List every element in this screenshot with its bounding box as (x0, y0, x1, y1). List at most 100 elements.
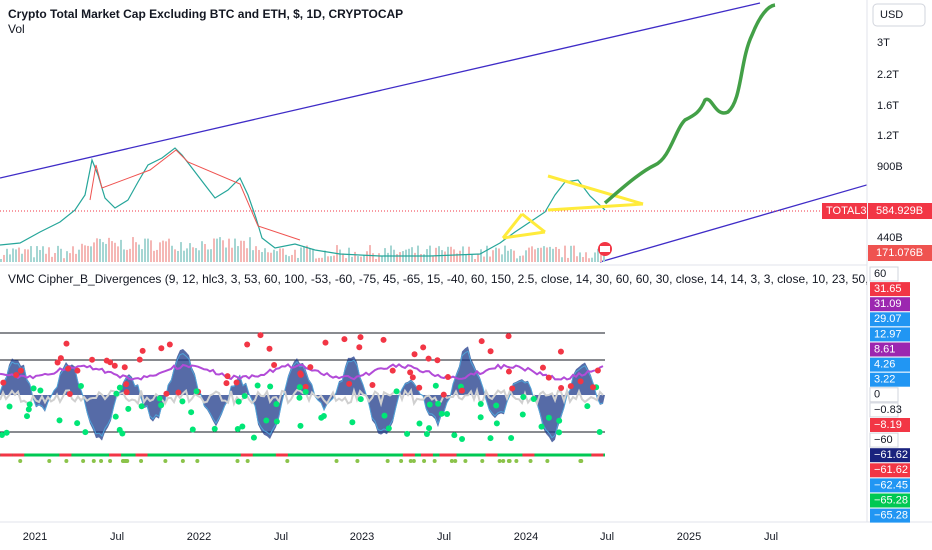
volume-bar (369, 245, 371, 262)
buy-dot (538, 423, 545, 430)
volume-bar (84, 245, 86, 262)
volume-bar (534, 249, 536, 262)
sell-dot (111, 362, 118, 369)
volume-bar (156, 249, 158, 262)
volume-bar (141, 249, 143, 262)
signal-dot (497, 459, 502, 463)
currency-label[interactable]: USD (880, 9, 903, 21)
volume-bar (378, 253, 380, 262)
volume-bar (117, 246, 119, 262)
volume-bar (54, 253, 56, 262)
volume-bar (21, 253, 23, 262)
buy-dot (381, 412, 388, 419)
sell-dot (411, 351, 418, 358)
volume-bar (321, 257, 323, 262)
volume-bar (126, 249, 128, 262)
volume-bar (471, 254, 473, 262)
volume-bar (561, 257, 563, 262)
volume-bar (249, 237, 251, 262)
volume-bar (285, 254, 287, 262)
volume-bar (240, 240, 242, 262)
price-tick-label: 1.2T (877, 130, 899, 142)
buy-dot (556, 417, 563, 424)
volume-bar (450, 246, 452, 262)
indicator-value-badge (870, 312, 910, 327)
symbol-badge (822, 203, 867, 219)
sell-dot (478, 338, 485, 345)
volume-bar (171, 245, 173, 262)
volume-bar (18, 247, 20, 262)
volume-bar (288, 256, 290, 262)
sell-dot (163, 390, 170, 397)
volume-bar (186, 248, 188, 262)
volume-bar (291, 254, 293, 262)
indicator-value-text: −62.45 (874, 479, 908, 491)
volume-bar (570, 245, 572, 262)
buy-dot (263, 417, 270, 424)
indicator-value-text: −61.62 (874, 464, 908, 476)
signal-dot (47, 459, 52, 463)
volume-bar (531, 246, 533, 262)
indicator-value-text: −8.19 (874, 419, 902, 431)
volume-bar (267, 252, 269, 262)
plot-area (0, 2, 867, 463)
buy-dot (156, 395, 163, 402)
volume-bar (447, 246, 449, 262)
volume-bar (480, 249, 482, 262)
indicator-plot (0, 332, 605, 463)
volume-bar (39, 249, 41, 262)
volume-bar (87, 245, 89, 262)
price-tick-label: 1.6T (877, 100, 899, 112)
price-candles-down (89, 149, 301, 241)
sell-dot (557, 348, 564, 355)
volume-bar (105, 243, 107, 262)
buy-dot (239, 423, 246, 430)
currency-button[interactable] (872, 3, 926, 27)
sell-dot (545, 374, 552, 381)
volume-bar (147, 238, 149, 262)
volume-bar (255, 246, 257, 262)
sell-dot (302, 383, 309, 390)
buy-dot (426, 425, 433, 432)
sell-dot (57, 355, 64, 362)
volume-bar (228, 238, 230, 262)
indicator-value-text: 12.97 (874, 328, 902, 340)
volume-bar (540, 247, 542, 262)
buy-dot (116, 384, 123, 391)
sell-dot (166, 341, 173, 348)
volume-bar (366, 251, 368, 262)
sell-dot (0, 379, 7, 386)
volume-bar (519, 255, 521, 262)
volume-bar (489, 256, 491, 262)
volume-bar (483, 256, 485, 262)
buy-dot (6, 403, 13, 410)
signal-dot (411, 459, 416, 463)
sell-dot (322, 339, 329, 346)
buy-dot (211, 425, 218, 432)
sell-dot (539, 364, 546, 371)
buy-dot (267, 383, 274, 390)
volume-bar (585, 252, 587, 262)
signal-dot (578, 459, 583, 463)
indicator-value-badge (870, 508, 910, 523)
volume-bar (273, 249, 275, 262)
volume-bar (45, 253, 47, 262)
volume-bar (231, 247, 233, 262)
sell-dot (233, 379, 240, 386)
buy-dot (556, 429, 563, 436)
sell-dot (440, 391, 447, 398)
signal-dot (453, 459, 458, 463)
volume-bar (588, 258, 590, 262)
volume-bar (114, 242, 116, 262)
sell-dot (356, 344, 363, 351)
buy-dot (179, 398, 186, 405)
sell-dot (577, 378, 584, 385)
volume-bar (522, 255, 524, 262)
indicator-value-text: 4.26 (874, 359, 895, 371)
volume-bar (207, 249, 209, 262)
volume-bar (234, 238, 236, 262)
volume-bar (177, 250, 179, 262)
buy-dot (385, 425, 392, 432)
